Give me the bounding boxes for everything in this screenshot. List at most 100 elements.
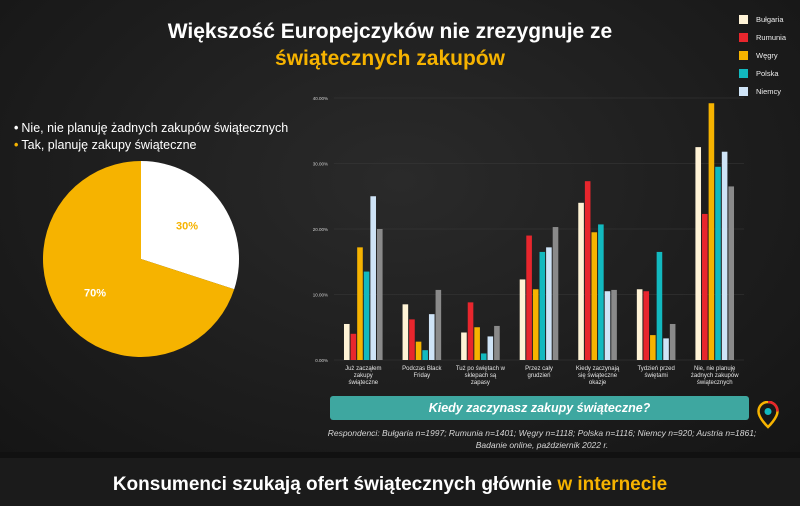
y-tick-label: 0.00% [315,358,328,363]
legend-swatch [739,50,748,60]
chart-legend: Bułgaria Rumunia Węgry Polska Niemcy [739,10,786,100]
bar [435,289,442,360]
bar [656,251,663,360]
x-tick-label: sklepach są [465,373,497,379]
legend-item: Węgry [739,46,786,64]
legend-item: Bułgaria [739,10,786,28]
bar [532,289,539,360]
legend-item: Polska [739,64,786,82]
bar [695,147,702,360]
bar [519,279,526,360]
x-tick-label: świąteczne [348,380,378,386]
x-tick-label: okazje [589,380,607,386]
bar [598,224,604,360]
bar [721,151,728,360]
y-tick-label: 40.00% [313,96,328,101]
y-tick-label: 10.00% [313,293,328,298]
legend-item: Rumunia [739,28,786,46]
legend-label: Bułgaria [756,14,784,24]
x-tick-label: Przez cały [525,366,553,372]
section-title: Konsumenci szukają ofert świątecznych gł… [0,474,780,496]
bar [591,232,598,360]
bar [467,302,474,360]
bar [669,323,676,360]
x-tick-label: Podczas Black [402,366,442,372]
bar [494,325,500,360]
pie-slice [141,161,239,290]
bar [357,247,363,360]
bar [376,229,383,360]
legend-swatch [739,86,748,96]
bar [474,327,480,360]
x-tick-label: świętami [644,373,667,379]
bar [663,338,669,360]
bar [402,304,409,360]
bar [715,166,721,360]
bar [578,202,584,360]
bar [584,181,591,360]
bar [422,350,428,360]
legend-swatch [739,32,748,42]
x-tick-label: Już zacząłem [345,366,381,372]
x-tick-label: Tuż po świętach w [456,366,506,372]
page-title-highlight: świątecznych zakupów [275,47,505,70]
bar [702,213,708,360]
legend-swatch [739,68,748,78]
bar [546,247,552,360]
bar [552,227,559,360]
legend-label: Niemcy [756,86,782,96]
pie-slice-label: 30% [176,221,198,233]
bar [526,235,532,360]
bullet-icon: • [14,121,19,135]
location-pin-logo-icon [757,401,779,429]
legend-label: Węgry [756,50,778,60]
pie-legend-label: Tak, planuję zakupy świąteczne [21,138,197,152]
bar [487,336,494,360]
bar-chart: 0.00% 10.00% 20.00% 30.00% 40.00% Już zacząłe… [313,96,744,386]
x-tick-label: Nie, nie planuję [694,366,736,372]
bar [428,314,435,360]
bar [708,103,715,361]
pie-chart: 30% 70% [43,161,239,357]
x-tick-label: się świąteczne [578,373,618,379]
pie-legend-item-yes: • Tak, planuję zakupy świąteczne [14,137,288,154]
bar [415,341,422,360]
section-divider [0,452,800,458]
section-title-highlight: w internecie [557,474,668,495]
pie-legend-item-no: • Nie, nie planuję żadnych zakupów świąte… [14,120,288,137]
x-tick-label: żadnych zakupów [691,373,739,379]
x-tick-label: zakupy [354,373,373,379]
y-tick-label: 20.00% [313,227,328,232]
y-tick-label: 30.00% [313,162,328,167]
bar [604,291,611,360]
x-tick-label: grudzień [527,373,550,379]
page-title: Większość Europejczyków nie zrezygnuje z… [167,20,613,43]
pie-legend: • Nie, nie planuję żadnych zakupów świąte… [14,120,288,154]
legend-item: Niemcy [739,82,786,100]
x-tick-label: świątecznych [697,380,733,386]
pie-slice-label: 70% [84,287,106,299]
bar [611,289,617,360]
respondents-note: Respondenci: Bułgaria n=1997; Rumunia n=… [327,428,757,450]
bar [728,186,735,360]
bullet-icon: • [14,138,19,152]
bar [363,271,370,360]
bar [650,335,656,360]
bar [480,353,487,360]
bar [643,291,650,360]
bar [539,251,546,360]
pie-slice [43,161,235,357]
bar [409,319,415,360]
x-tick-label: zapasy [471,380,490,386]
legend-label: Polska [756,68,779,78]
bar [350,333,357,360]
pie-legend-label: Nie, nie planuję żadnych zakupów świątec… [21,121,289,135]
x-tick-label: Kiedy zaczynają [576,366,620,372]
bar [370,196,376,360]
section-title-text: Konsumenci szukają ofert świątecznych gł… [112,474,558,495]
bar [343,323,350,360]
bar [461,332,467,360]
legend-swatch [739,14,748,24]
legend-label: Rumunia [756,32,787,42]
question-banner: Kiedy zaczynasz zakupy świąteczne? [330,396,749,420]
